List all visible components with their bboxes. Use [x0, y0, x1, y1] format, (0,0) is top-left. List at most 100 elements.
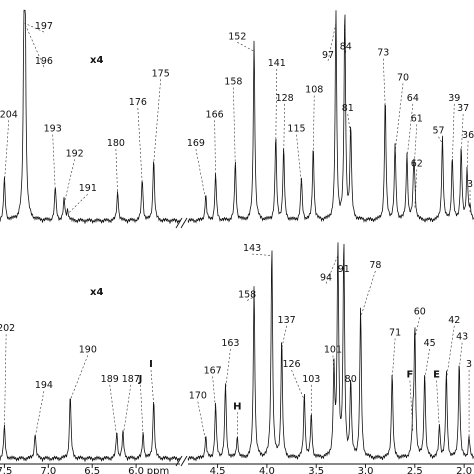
- top-peak-leader-36: [466, 140, 469, 174]
- bottom-peak-leader-167: [212, 376, 216, 411]
- x-tick-label: 7.0: [40, 466, 56, 474]
- top-scale-note: x4: [90, 55, 103, 66]
- bottom-peak-leader-E: [436, 380, 440, 432]
- top-spectrum-trace-left: [0, 9, 181, 225]
- x-tick-label: 7.5: [0, 466, 12, 474]
- x-tick-label: 6.5: [84, 466, 100, 474]
- bottom-spectrum-trace-right: [187, 242, 474, 462]
- top-peak-label-158: 158: [224, 76, 242, 87]
- bottom-peak-label-190: 190: [79, 344, 97, 355]
- top-peak-leader-84: [344, 23, 347, 53]
- bottom-peak-label-43: 43: [456, 332, 468, 343]
- top-peak-leader-141: [275, 68, 278, 144]
- bottom-scale-note: x4: [90, 287, 103, 298]
- bottom-peak-label-163: 163: [221, 338, 239, 349]
- top-peak-leader-108: [312, 95, 315, 154]
- top-peak-label-37: 37: [457, 103, 469, 114]
- bottom-peak-label-126: 126: [282, 359, 300, 370]
- top-peak-leader-191: [67, 193, 89, 215]
- bottom-peak-label-143: 143: [243, 243, 261, 254]
- bottom-peak-leader-60: [414, 317, 421, 339]
- top-peak-label-196: 196: [35, 56, 53, 67]
- top-peak-label-115: 115: [287, 124, 305, 135]
- top-peak-leader-197: [24, 22, 45, 33]
- bottom-peak-leader-94: [325, 255, 339, 284]
- top-peak-label-73: 73: [377, 48, 389, 59]
- bottom-peak-label-187: 187: [122, 374, 140, 385]
- bottom-peak-label-45: 45: [424, 338, 436, 349]
- top-peak-leader-180: [115, 149, 118, 196]
- top-peak-leader-166: [214, 120, 216, 180]
- top-peak-leader-192: [63, 159, 75, 204]
- top-peak-label-180: 180: [107, 138, 125, 149]
- bottom-peak-label-194: 194: [35, 380, 53, 391]
- top-peak-label-197: 197: [35, 21, 53, 32]
- top-peak-leader-115: [296, 134, 302, 184]
- top-peak-label-204: 204: [0, 109, 18, 120]
- top-peak-label-175: 175: [152, 68, 170, 79]
- top-peak-label-166: 166: [206, 109, 224, 120]
- bottom-peak-label-60: 60: [414, 306, 426, 317]
- bottom-peak-leader-71: [391, 338, 396, 380]
- bottom-peak-leader-I: [150, 370, 154, 405]
- top-peak-label-141: 141: [268, 58, 286, 69]
- x-tick-label: 2.0: [456, 466, 472, 474]
- bottom-peak-leader-143: [252, 253, 272, 256]
- bottom-peak-leader-187: [122, 384, 132, 438]
- x-tick-label: 3.0: [358, 466, 374, 474]
- bottom-peak-label-158: 158: [238, 289, 256, 300]
- bottom-peak-label-170: 170: [189, 391, 207, 402]
- bottom-peak-leader-190: [69, 355, 89, 401]
- bottom-peak-label-E: E: [433, 370, 440, 381]
- bottom-peak-leader-194: [34, 391, 45, 438]
- bottom-peak-label-H: H: [233, 401, 241, 412]
- top-peak-label-176: 176: [129, 97, 147, 108]
- bottom-peak-leader-189: [109, 384, 118, 438]
- top-spectrum-trace-right: [187, 10, 474, 224]
- bottom-peak-label-189: 189: [101, 374, 119, 385]
- top-peak-label-108: 108: [305, 85, 323, 96]
- bottom-peak-label-I: I: [149, 359, 153, 370]
- top-peak-leader-57: [438, 136, 443, 144]
- bottom-peak-leader-J: [140, 384, 144, 438]
- bottom-peak-label-167: 167: [204, 365, 222, 376]
- bottom-peak-label-91: 91: [338, 264, 350, 275]
- top-peak-leader-158: [233, 87, 236, 168]
- top-peak-leader-169: [195, 148, 207, 200]
- top-peak-label-81: 81: [342, 103, 354, 114]
- top-peak-leader-193: [52, 134, 56, 192]
- bottom-peak-leader-202: [4, 334, 7, 432]
- top-peak-label-61: 61: [411, 113, 423, 124]
- top-peak-leader-37: [460, 114, 464, 156]
- bottom-peak-label-F: F: [406, 370, 413, 381]
- x-tick-label: 3.5: [308, 466, 324, 474]
- bottom-peak-label-103: 103: [302, 374, 320, 385]
- bottom-peak-label-3: 3: [466, 359, 472, 370]
- top-peak-label-97: 97: [322, 50, 334, 61]
- top-peak-label-57: 57: [432, 126, 444, 137]
- top-peak-leader-64: [406, 103, 414, 160]
- bottom-peak-leader-126: [291, 369, 305, 401]
- bottom-peak-label-202: 202: [0, 323, 15, 334]
- top-peak-leader-128: [283, 103, 285, 156]
- top-peak-label-192: 192: [66, 148, 84, 159]
- bottom-peak-label-94: 94: [320, 273, 332, 284]
- top-peak-leader-62: [414, 169, 418, 208]
- bottom-peak-label-42: 42: [448, 315, 460, 326]
- bottom-peak-leader-163: [225, 348, 231, 390]
- top-peak-leader-152: [237, 42, 255, 52]
- top-peak-label-193: 193: [44, 124, 62, 135]
- top-peak-label-70: 70: [397, 72, 409, 83]
- top-peak-label-128: 128: [276, 93, 294, 104]
- bottom-peak-leader-101: [332, 355, 335, 380]
- bottom-peak-label-101: 101: [324, 344, 342, 355]
- bottom-peak-label-78: 78: [369, 260, 381, 271]
- top-peak-leader-175: [153, 79, 161, 164]
- top-axis-break-mark: [180, 217, 188, 229]
- top-peak-label-169: 169: [187, 138, 205, 149]
- bottom-axis-break-mark: [180, 455, 188, 467]
- top-peak-label-84: 84: [340, 42, 352, 53]
- top-peak-leader-73: [382, 58, 386, 108]
